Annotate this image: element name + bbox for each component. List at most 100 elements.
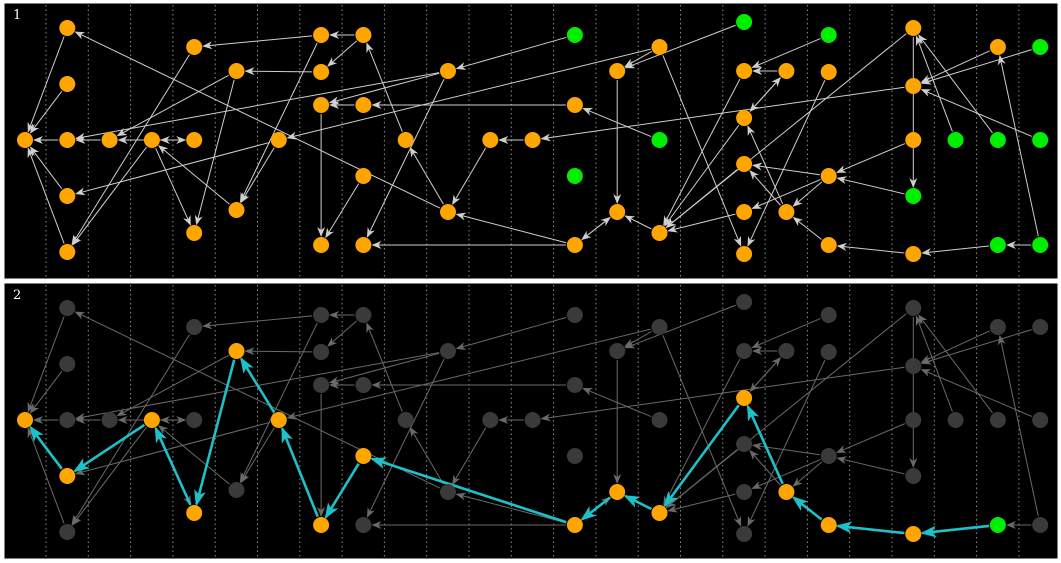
source-node <box>989 237 1006 253</box>
edge-arrow <box>540 366 905 422</box>
edge-arrow <box>920 49 1032 85</box>
graph-node <box>609 484 626 500</box>
edge-arrow <box>662 335 742 527</box>
edge-arrow <box>72 146 147 246</box>
panel-2-nodes <box>17 294 1049 542</box>
graph-node <box>905 300 922 316</box>
edge-arrow <box>27 36 65 133</box>
path-edge <box>370 457 567 524</box>
graph-node <box>820 448 837 464</box>
edge-arrow <box>29 370 63 414</box>
edge-arrow <box>27 316 65 413</box>
graph-node <box>270 412 287 428</box>
panel-1-edges <box>27 24 1039 257</box>
graph-node <box>59 356 76 372</box>
edge-arrow <box>239 322 318 483</box>
graph-node <box>482 132 499 148</box>
graph-node <box>59 244 76 260</box>
path-edge <box>324 462 360 520</box>
source-node <box>989 132 1006 148</box>
source-node <box>947 412 964 428</box>
graph-node <box>397 132 414 148</box>
edge-arrow <box>286 328 651 420</box>
graph-node <box>101 412 118 428</box>
path-edge <box>746 404 784 485</box>
graph-node <box>313 64 330 80</box>
edge-arrow <box>915 35 953 132</box>
path-edge <box>663 404 740 508</box>
edge-arrow <box>836 456 905 475</box>
edge-arrow <box>29 90 63 134</box>
edge-arrow <box>921 245 990 257</box>
edge-arrow <box>920 89 1033 137</box>
source-node <box>651 132 668 148</box>
edge-arrow <box>667 493 736 513</box>
graph-node <box>313 377 330 393</box>
edge-arrow <box>455 212 567 244</box>
graph-node <box>59 76 76 92</box>
edge-arrow <box>747 79 826 247</box>
graph-node <box>228 63 245 79</box>
edge-arrow <box>202 315 313 330</box>
graph-node <box>186 132 203 148</box>
graph-node <box>228 482 245 498</box>
graph-node <box>778 204 795 220</box>
graph-node <box>820 168 837 184</box>
graph-node <box>313 27 330 43</box>
edge-arrow <box>452 147 487 206</box>
graph-node <box>651 225 668 241</box>
edge-arrow <box>920 50 990 83</box>
edge-arrow <box>836 143 906 173</box>
path-edge <box>194 359 236 507</box>
path-edge <box>920 524 990 538</box>
edge-arrow <box>751 38 821 68</box>
graph-node <box>905 526 922 542</box>
edge-arrow <box>665 33 907 228</box>
edge-arrow <box>455 36 567 70</box>
graph-node <box>17 412 33 428</box>
path-edge <box>791 496 823 521</box>
edge-arrow <box>75 72 440 141</box>
source-node <box>820 27 837 43</box>
source-node <box>1032 412 1049 428</box>
graph-node <box>736 390 753 406</box>
edge-arrow <box>918 34 993 134</box>
edge-arrow <box>752 162 820 176</box>
edge-arrow <box>409 146 444 205</box>
edge-arrow <box>920 330 990 363</box>
graph-node <box>566 237 583 253</box>
graph-node <box>313 237 330 253</box>
graph-node <box>566 377 583 393</box>
edge-arrow <box>749 357 781 393</box>
graph-node <box>820 517 837 533</box>
edge-arrow <box>918 314 993 414</box>
edge-arrow <box>202 35 313 50</box>
edge-arrow <box>325 183 360 239</box>
edge-arrow <box>751 318 821 348</box>
source-node <box>1032 319 1049 335</box>
graph-node <box>59 524 76 540</box>
graph-node <box>440 343 456 359</box>
graph-node <box>355 307 372 323</box>
edge-arrow <box>74 31 441 209</box>
edge-arrow <box>328 72 440 105</box>
edge-arrow <box>158 145 230 205</box>
edge-arrow <box>749 77 781 113</box>
graph-node <box>143 412 160 428</box>
graph-node <box>989 319 1006 335</box>
graph-node <box>820 64 837 80</box>
graph-node <box>355 237 372 253</box>
edge-arrow <box>71 54 190 246</box>
graph-node <box>440 484 456 500</box>
graph-node <box>778 484 795 500</box>
edge-arrow <box>747 125 784 204</box>
graph-node <box>186 319 203 335</box>
graph-node <box>736 63 753 79</box>
graph-node <box>440 63 456 79</box>
graph-node <box>651 39 668 55</box>
panel-1-nodes <box>17 14 1049 262</box>
edge-arrow <box>327 320 357 347</box>
edge-arrow <box>997 334 1039 517</box>
edge-arrow <box>27 427 65 524</box>
